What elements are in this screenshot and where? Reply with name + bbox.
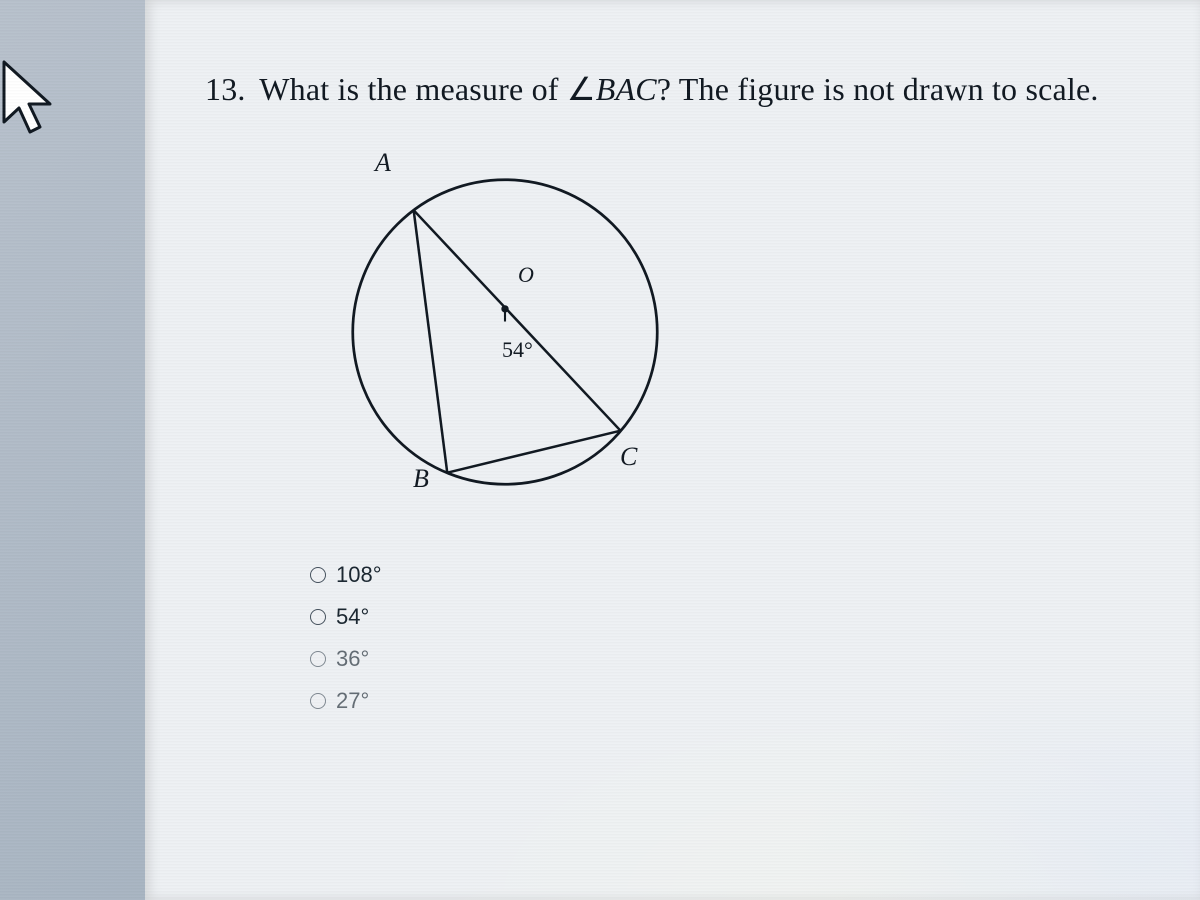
label-point-C: C xyxy=(620,442,637,472)
segment-AB xyxy=(414,210,448,473)
choice-27[interactable]: 27° xyxy=(310,688,1160,714)
figure-svg xyxy=(295,152,715,512)
question-number: 13. xyxy=(205,71,246,107)
circle-outline xyxy=(353,180,658,485)
radio-icon xyxy=(310,693,326,709)
figure-circle-inscribed-angle: A O 54° C B xyxy=(295,152,715,512)
angle-symbol: ∠ xyxy=(567,71,596,107)
choice-label: 36° xyxy=(336,646,369,672)
radio-icon xyxy=(310,651,326,667)
label-point-A: A xyxy=(375,148,391,178)
angle-name: BAC xyxy=(596,71,657,107)
choice-54[interactable]: 54° xyxy=(310,604,1160,630)
segment-AC xyxy=(414,210,621,431)
label-angle-54: 54° xyxy=(502,337,533,363)
answer-choice-list: 108° 54° 36° 27° xyxy=(310,562,1160,714)
worksheet-page: 13. What is the measure of ∠BAC? The fig… xyxy=(145,0,1200,900)
question-text-before: What is the measure of xyxy=(259,71,567,107)
choice-label: 108° xyxy=(336,562,382,588)
label-point-B: B xyxy=(413,464,429,494)
radio-icon xyxy=(310,567,326,583)
radio-icon xyxy=(310,609,326,625)
question-prompt: 13. What is the measure of ∠BAC? The fig… xyxy=(205,70,1160,108)
question-text-after: ? The figure is not drawn to scale. xyxy=(657,71,1099,107)
choice-108[interactable]: 108° xyxy=(310,562,1160,588)
choice-label: 27° xyxy=(336,688,369,714)
choice-label: 54° xyxy=(336,604,369,630)
segment-BC xyxy=(447,431,620,473)
mouse-cursor xyxy=(0,60,60,149)
choice-36[interactable]: 36° xyxy=(310,646,1160,672)
label-point-O: O xyxy=(518,262,534,288)
